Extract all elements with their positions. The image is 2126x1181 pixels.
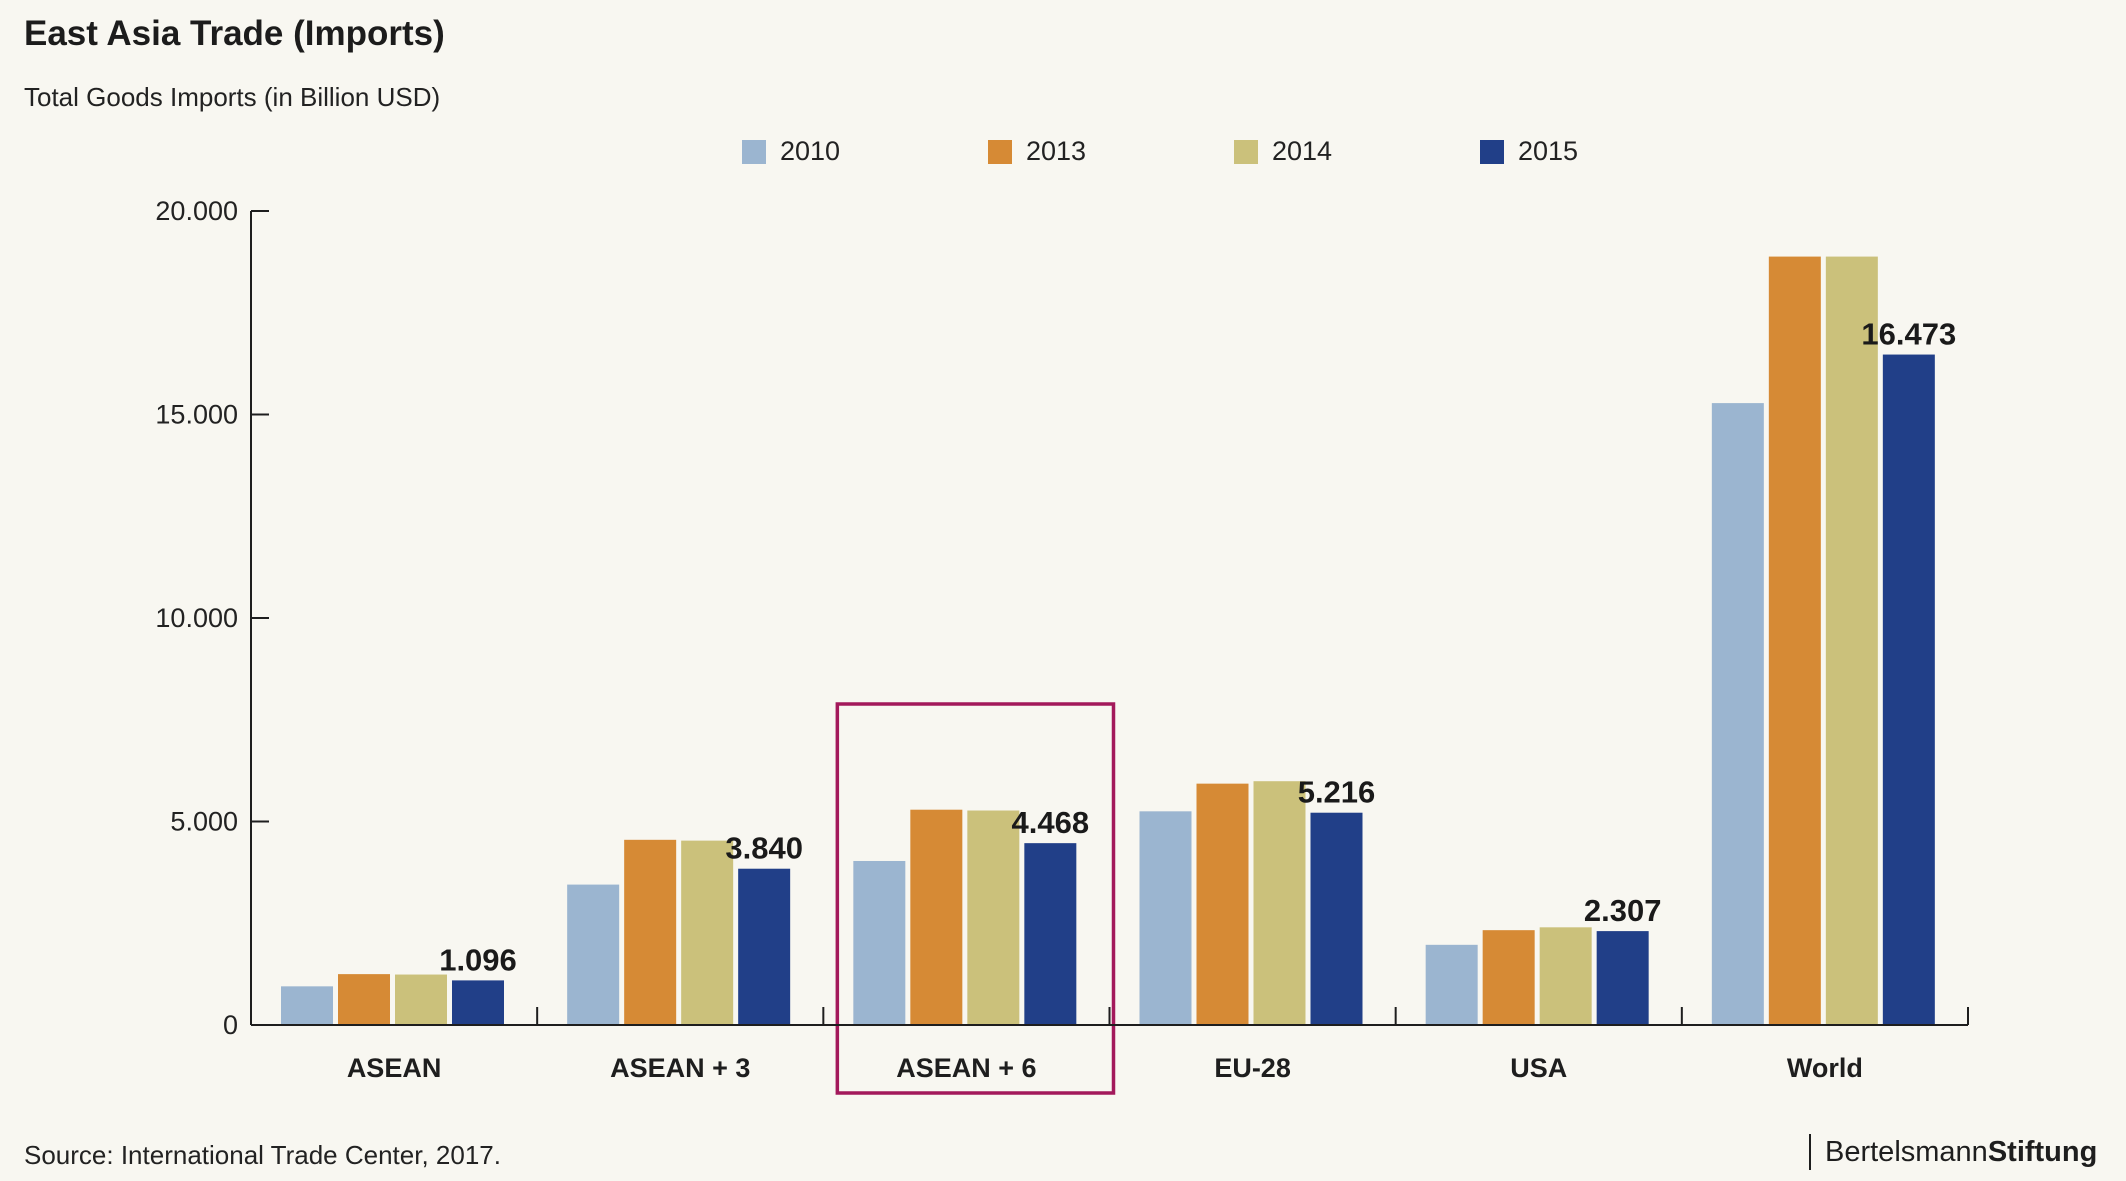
legend-swatch-2014 [1234, 139, 1258, 164]
data-label-asean: 1.096 [439, 942, 517, 977]
x-tick-label-asean: ASEAN [347, 1053, 442, 1083]
bar-asean-3-2015 [738, 868, 791, 1025]
data-label-asean-3: 3.840 [725, 831, 803, 866]
legend-label-2013: 2013 [1026, 136, 1087, 166]
bar-usa-2010 [1425, 944, 1478, 1025]
legend-label-2010: 2010 [780, 136, 841, 166]
bar-asean-2015 [452, 980, 504, 1025]
brand-part-2: Stiftung [1987, 1136, 2098, 1168]
data-label-asean-6: 4.468 [1012, 805, 1090, 840]
legend-item-2015: 2015 [1480, 136, 1578, 167]
y-tick-label-10000: 10.000 [155, 603, 238, 633]
bar-asean-2013 [338, 974, 390, 1025]
bar-usa-2013 [1482, 930, 1535, 1025]
x-tick-label-asean-6: ASEAN + 6 [896, 1053, 1036, 1083]
x-tick-label-usa: USA [1510, 1053, 1567, 1083]
brand-part-1: Bertelsmann [1825, 1136, 1988, 1168]
legend-item-2014: 2014 [1234, 136, 1332, 167]
y-tick-label-5000: 5.000 [170, 807, 238, 837]
highlight-box [835, 702, 1116, 1095]
bar-asean-2010 [281, 986, 333, 1025]
chart-title: East Asia Trade (Imports) [24, 14, 445, 53]
y-tick-label-20000: 20.000 [155, 196, 238, 226]
bar-asean-6-2015 [1024, 843, 1077, 1025]
bar-eu-28-2015 [1310, 812, 1363, 1025]
bar-world-2013 [1768, 256, 1821, 1026]
bar-world-2014 [1825, 256, 1878, 1026]
bar-asean-3-2013 [624, 839, 677, 1025]
bar-usa-2014 [1539, 927, 1592, 1025]
legend-swatch-2010 [742, 139, 766, 164]
data-label-eu-28: 5.216 [1298, 775, 1376, 810]
y-tick-label-15000: 15.000 [155, 400, 238, 430]
chart-subtitle: Total Goods Imports (in Billion USD) [24, 82, 441, 112]
legend-swatch-2015 [1480, 139, 1504, 164]
bar-world-2015 [1882, 354, 1935, 1025]
bar-asean-2014 [395, 974, 447, 1025]
bar-asean-6-2014 [967, 810, 1020, 1025]
legend-label-2015: 2015 [1518, 136, 1579, 166]
bar-eu-28-2014 [1253, 781, 1306, 1025]
bar-asean-3-2010 [567, 884, 620, 1025]
brand-logo: BertelsmannStiftung [1809, 1134, 2097, 1170]
bar-eu-28-2010 [1139, 811, 1192, 1025]
bar-asean-6-2013 [910, 809, 963, 1025]
x-tick-label-asean-3: ASEAN + 3 [610, 1053, 750, 1083]
source-note: Source: International Trade Center, 2017… [24, 1140, 501, 1170]
y-tick-label-0: 0 [223, 1010, 238, 1040]
bar-asean-6-2010 [853, 860, 906, 1025]
legend-item-2010: 2010 [742, 136, 840, 167]
bar-eu-28-2013 [1196, 783, 1249, 1025]
bar-world-2010 [1711, 403, 1764, 1025]
legend-item-2013: 2013 [988, 136, 1086, 167]
legend: 2010 2013 2014 2015 [0, 136, 2126, 176]
bar-usa-2015 [1596, 931, 1649, 1025]
legend-label-2014: 2014 [1272, 136, 1333, 166]
bar-asean-3-2014 [681, 840, 734, 1025]
x-tick-label-world: World [1787, 1053, 1863, 1083]
legend-swatch-2013 [988, 139, 1012, 164]
x-tick-label-eu-28: EU-28 [1214, 1053, 1291, 1083]
data-label-usa: 2.307 [1584, 893, 1662, 928]
data-label-world: 16.473 [1861, 317, 1956, 352]
